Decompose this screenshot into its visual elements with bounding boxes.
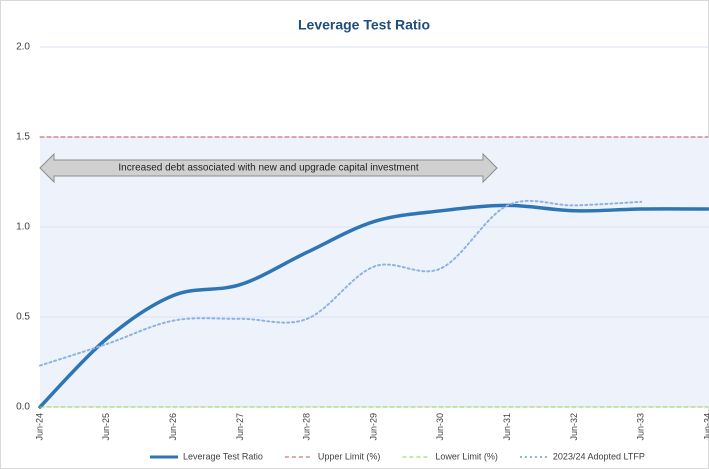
annotation: Increased debt associated with new and u… bbox=[118, 163, 418, 174]
annotation-arrow bbox=[39, 152, 498, 184]
x-tick-label: Jun-28 bbox=[302, 413, 312, 441]
x-tick-label: Jun-24 bbox=[34, 413, 44, 441]
legend-label: Leverage Test Ratio bbox=[183, 451, 263, 461]
plot-band bbox=[40, 137, 709, 407]
y-tick-label: 1.5 bbox=[16, 132, 30, 143]
x-tick-label: Jun-27 bbox=[235, 413, 245, 441]
x-tick-label: Jun-34 bbox=[702, 413, 709, 441]
legend-label: 2023/24 Adopted LTFP bbox=[553, 451, 645, 461]
series-line bbox=[39, 199, 643, 367]
x-tick-label: Jun-31 bbox=[502, 413, 512, 441]
y-tick-label: 1.0 bbox=[16, 222, 30, 233]
y-tick-label: 0.5 bbox=[16, 312, 30, 323]
x-tick-label: Jun-26 bbox=[168, 413, 178, 441]
x-tick-label: Jun-32 bbox=[569, 413, 579, 441]
y-tick-label: 0.0 bbox=[16, 402, 30, 413]
legend-label: Upper Limit (%) bbox=[318, 451, 381, 461]
y-tick-label: 2.0 bbox=[16, 42, 30, 53]
x-tick-label: Jun-30 bbox=[435, 413, 445, 441]
chart-title: Leverage Test Ratio bbox=[298, 17, 430, 33]
series-line bbox=[38, 203, 709, 409]
x-tick-label: Jun-25 bbox=[101, 413, 111, 441]
x-tick-label: Jun-33 bbox=[636, 413, 646, 441]
x-tick-label: Jun-29 bbox=[368, 413, 378, 441]
legend-label: Lower Limit (%) bbox=[435, 451, 498, 461]
